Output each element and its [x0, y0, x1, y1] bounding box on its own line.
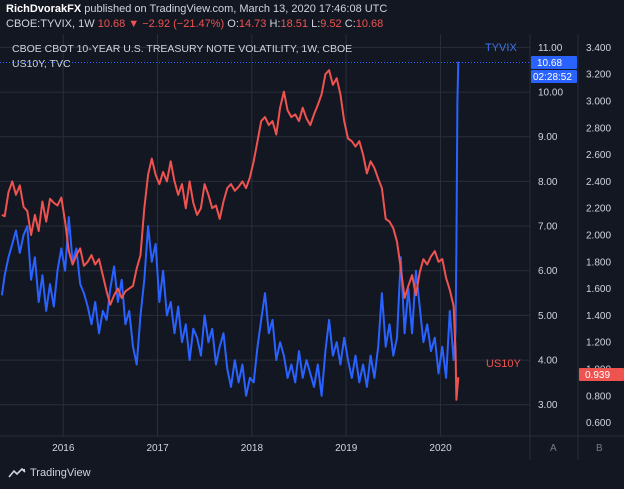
left-axis-auto-button[interactable]: A	[550, 443, 557, 454]
right-tick-label: 1.600	[586, 284, 611, 295]
price-chart[interactable]: CBOE CBOT 10-YEAR U.S. TREASURY NOTE VOL…	[0, 0, 624, 460]
left-tick-label: 11.00	[538, 43, 563, 54]
left-tick-label: 9.00	[538, 132, 558, 143]
left-tick-label: 10.00	[538, 88, 563, 99]
right-tick-label: 3.400	[586, 43, 611, 54]
left-price-scale[interactable]: 11.00 10.00 9.00 8.00 7.00 6.00 5.00 4.00 3.00	[538, 43, 563, 411]
time-scale[interactable]: 2016 2017 2018 2019 2020	[52, 443, 452, 454]
right-tick-label: 2.800	[586, 123, 611, 134]
brand-text: TradingView	[30, 467, 91, 479]
symbol-name[interactable]: CBOE:TYVIX, 1W	[6, 18, 95, 30]
publish-info: RichDvorakFX published on TradingView.co…	[6, 3, 387, 15]
symbol-info: CBOE:TYVIX, 1W 10.68 ▼ −2.92 (−21.47%) O…	[6, 18, 383, 30]
left-tick-label: 3.00	[538, 400, 558, 411]
left-tick-label: 7.00	[538, 222, 558, 233]
x-tick-label: 2020	[429, 443, 452, 454]
right-tick-label: 2.200	[586, 204, 611, 215]
tyvix-last-badge	[531, 56, 577, 69]
right-tick-label: 2.000	[586, 231, 611, 242]
tyvix-series-line	[0, 61, 460, 397]
close-value: 10.68	[355, 18, 384, 30]
us10y-last-badge	[579, 368, 624, 381]
tradingview-logo-icon	[8, 467, 26, 478]
tyvix-series-label: TYVIX	[485, 42, 517, 54]
open-value: 14.73	[238, 18, 267, 30]
down-arrow-icon: ▼	[128, 18, 140, 30]
price-change: −2.92 (−21.47%)	[142, 18, 225, 30]
tradingview-brand[interactable]: TradingView	[8, 467, 91, 479]
x-tick-label: 2019	[335, 443, 358, 454]
close-label: C:	[344, 18, 356, 30]
countdown-timer: 02:28:52	[533, 72, 572, 83]
x-tick-label: 2016	[52, 443, 75, 454]
chart-subtitle: US10Y, TVC	[12, 58, 71, 70]
left-tick-label: 4.00	[538, 356, 558, 367]
right-tick-label: 2.600	[586, 150, 611, 161]
countdown-badge	[531, 70, 577, 83]
low-value: 9.52	[320, 18, 342, 30]
right-tick-label: 2.400	[586, 177, 611, 188]
low-label: L:	[311, 18, 321, 30]
author-name[interactable]: RichDvorakFX	[6, 3, 82, 15]
chart-grid	[0, 34, 530, 436]
series-layer	[0, 61, 460, 401]
right-tick-label: 0.600	[586, 418, 611, 429]
right-tick-label: 0.800	[586, 391, 611, 402]
right-tick-label: 1.800	[586, 257, 611, 268]
us10y-series-label: US10Y	[486, 358, 522, 370]
last-price: 10.68	[97, 18, 126, 30]
publish-text: published on TradingView.com, March 13, …	[81, 3, 388, 15]
x-tick-label: 2018	[241, 443, 264, 454]
right-tick-label: 3.000	[586, 97, 611, 108]
us10y-series-line	[1, 69, 460, 401]
us10y-last-value: 0.939	[585, 370, 610, 381]
left-tick-label: 8.00	[538, 177, 558, 188]
left-tick-label: 5.00	[538, 311, 558, 322]
footer: TradingView	[0, 460, 624, 489]
chart-header: RichDvorakFX published on TradingView.co…	[0, 0, 624, 34]
right-tick-label: 3.200	[586, 70, 611, 81]
tyvix-last-value: 10.68	[537, 58, 562, 69]
right-axis-auto-button[interactable]: B	[596, 443, 603, 454]
high-label: H:	[269, 18, 281, 30]
right-tick-label: 1.400	[586, 311, 611, 322]
open-label: O:	[227, 18, 239, 30]
high-value: 18.51	[280, 18, 309, 30]
chart-title: CBOE CBOT 10-YEAR U.S. TREASURY NOTE VOL…	[12, 43, 352, 55]
x-tick-label: 2017	[146, 443, 169, 454]
left-tick-label: 6.00	[538, 266, 558, 277]
right-tick-label: 1.200	[586, 338, 611, 349]
